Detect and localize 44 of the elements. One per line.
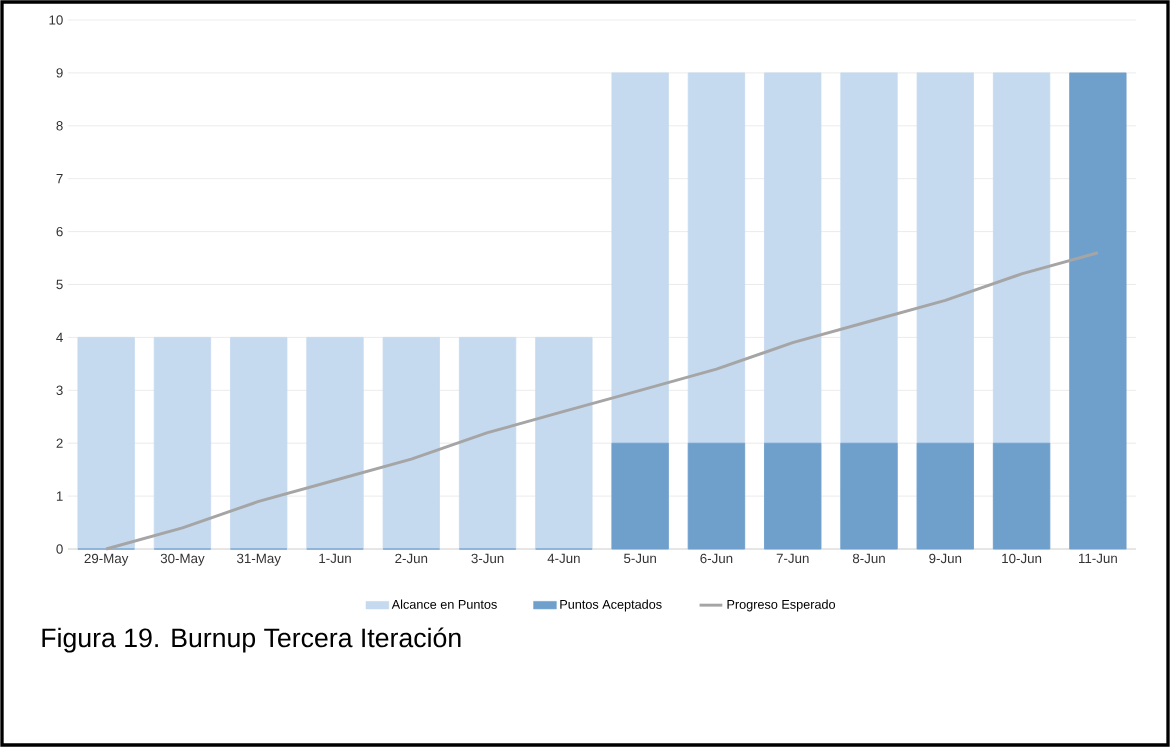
y-tick-label: 3 — [56, 385, 63, 396]
y-tick-label: 8 — [56, 121, 63, 131]
bar — [382, 337, 440, 550]
x-tick-label: 31-May — [236, 553, 281, 566]
x-tick-label: 11-Jun — [1079, 553, 1117, 564]
line-series — [104, 251, 1100, 551]
x-tick-label: 1-Jun — [319, 553, 351, 564]
bar — [916, 442, 974, 550]
x-tick-label: 4-Jun — [547, 553, 580, 564]
legend-label: Alcance en Puntos — [391, 599, 497, 609]
x-tick-label: 8-Jun — [852, 553, 885, 564]
x-tick-label: 7-Jun — [776, 553, 809, 564]
y-tick-label: 2 — [56, 438, 63, 448]
bar — [992, 442, 1051, 550]
y-tick-label: 0 — [56, 544, 63, 554]
bar — [230, 337, 288, 550]
x-tick-label: 5-Jun — [624, 553, 656, 564]
bar — [153, 337, 212, 550]
x-tick-label: 29-May — [84, 553, 129, 566]
bar — [840, 442, 898, 550]
x-tick-label: 10-Jun — [1002, 553, 1042, 564]
text: Figura 19. Burnup Tercera Iteración — [42, 627, 461, 653]
bar — [764, 442, 822, 550]
legend-label: Progreso Esperado — [727, 599, 836, 612]
y-tick-label: 1 — [56, 491, 63, 501]
bar — [535, 337, 593, 550]
bar — [306, 337, 364, 550]
x-tick-label: 3-Jun — [471, 553, 504, 564]
y-tick-label: 10 — [49, 15, 63, 25]
y-tick-label: 9 — [56, 68, 63, 78]
y-tick-label: 6 — [56, 226, 63, 237]
y-tick-label: 7 — [56, 174, 63, 184]
x-tick-label: 6-Jun — [700, 553, 733, 564]
x-tick-label: 2-Jun — [395, 553, 428, 564]
y-tick-label: 5 — [56, 279, 63, 290]
legend-label: Puntos Aceptados — [560, 599, 662, 612]
bar — [77, 337, 135, 550]
bar — [687, 442, 746, 550]
bar — [1069, 72, 1127, 550]
bar — [458, 337, 517, 550]
x-tick-label: 30-May — [160, 553, 205, 566]
y-tick-label: 4 — [56, 332, 63, 342]
bar — [611, 442, 669, 550]
x-tick-label: 9-Jun — [929, 553, 962, 564]
